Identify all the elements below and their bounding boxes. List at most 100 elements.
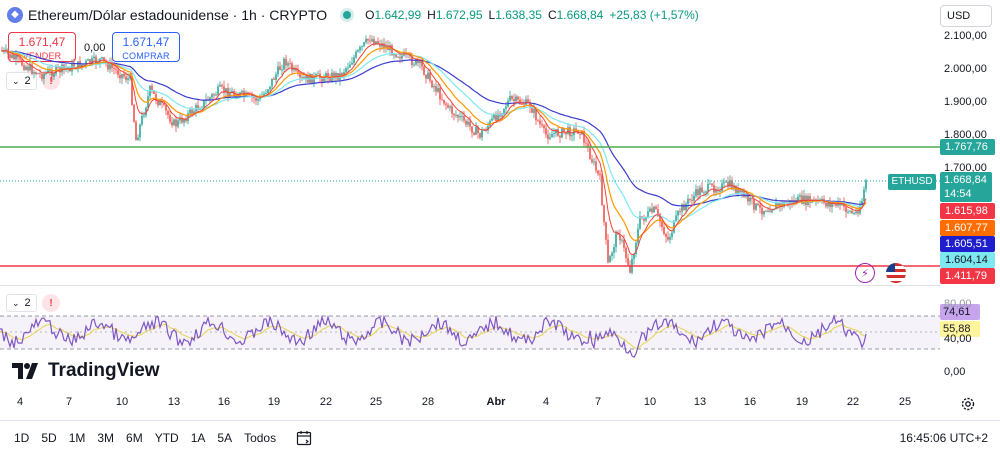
clock-timezone-button[interactable]: 16:45:06 UTC+2 — [899, 431, 988, 445]
currency-selector[interactable]: USD — [940, 5, 992, 27]
candle-body — [607, 239, 609, 263]
time-axis[interactable]: 4 7 10 13 16 19 22 25 28 Abr 4 7 10 13 1… — [0, 392, 940, 412]
main-pane-collapse-button[interactable]: ⌄ 2 — [6, 72, 37, 90]
range-1d-button[interactable]: 1D — [14, 431, 30, 445]
candle-body — [279, 66, 281, 71]
candle-body — [451, 106, 453, 114]
ohlc-low: L1.638,35 — [488, 8, 542, 22]
sell-price: 1.671,47 — [18, 35, 66, 49]
candle-body — [223, 86, 225, 93]
candle-body — [257, 99, 259, 101]
pane-separator[interactable] — [0, 285, 940, 286]
candle-body — [357, 50, 359, 52]
tradingview-logo[interactable]: TradingView — [12, 360, 160, 382]
candle-body — [485, 130, 487, 132]
candle-body — [415, 59, 417, 65]
candle-body — [191, 109, 193, 115]
candle-body — [793, 200, 795, 204]
candle-body — [449, 106, 451, 108]
candle-body — [345, 68, 347, 73]
range-all-button[interactable]: Todos — [244, 431, 277, 445]
candle-body — [571, 135, 573, 137]
candle-body — [179, 117, 181, 121]
candle-body — [599, 173, 601, 176]
candle-body — [111, 62, 113, 68]
candle-body — [101, 57, 103, 59]
candle-body — [209, 97, 211, 101]
symbol-title[interactable]: Ethereum/Dólar estadounidense · 1h · CRY… — [28, 7, 328, 23]
candle-body — [53, 73, 55, 77]
candle-body — [377, 41, 379, 44]
candle-body — [255, 98, 257, 101]
alert-icon[interactable]: ! — [42, 294, 60, 312]
candle-body — [297, 70, 299, 73]
candle-body — [15, 55, 17, 60]
candle-body — [151, 85, 153, 91]
candle-body — [293, 67, 295, 71]
candle-body — [721, 183, 723, 192]
candle-body — [829, 202, 831, 207]
sell-button[interactable]: 1.671,47 VENDER — [8, 32, 76, 62]
price-scale[interactable]: 2.100,00 2.000,00 1.900,00 1.800,00 1.70… — [940, 30, 1000, 390]
time-tick: Abr — [486, 396, 506, 408]
candle-body — [455, 115, 457, 116]
range-5d-button[interactable]: 5D — [41, 431, 57, 445]
candle-body — [443, 99, 445, 104]
range-ytd-button[interactable]: YTD — [154, 431, 179, 445]
candle-body — [165, 104, 167, 111]
range-1a-button[interactable]: 1A — [190, 431, 206, 445]
candle-body — [495, 113, 497, 121]
candle-body — [551, 134, 553, 138]
candle-body — [481, 130, 483, 138]
candle-body — [613, 247, 615, 253]
buy-button[interactable]: 1.671,47 COMPRAR — [112, 32, 180, 62]
candle-body — [49, 70, 51, 72]
candle-body — [27, 66, 29, 71]
time-tick: 19 — [795, 396, 809, 408]
candle-body — [269, 86, 271, 90]
price-chart-canvas[interactable] — [0, 30, 940, 390]
candle-body — [515, 96, 517, 102]
buy-price: 1.671,47 — [122, 35, 170, 49]
time-tick: 22 — [846, 396, 860, 408]
candle-body — [211, 94, 213, 98]
candle-body — [121, 74, 123, 79]
candle-body — [95, 56, 97, 64]
range-1m-button[interactable]: 1M — [68, 431, 86, 445]
candle-body — [821, 198, 823, 200]
candle-body — [161, 101, 163, 104]
price-tick: 1.900,00 — [944, 96, 987, 108]
tradingview-logo-icon — [12, 363, 38, 379]
candle-body — [675, 215, 677, 221]
gear-icon[interactable] — [960, 396, 976, 412]
candle-body — [517, 96, 519, 100]
calendar-icon[interactable] — [296, 430, 312, 446]
candle-body — [435, 86, 437, 92]
candle-body — [185, 118, 187, 122]
bolt-icon[interactable]: ⚡ — [855, 263, 875, 283]
candle-body — [529, 102, 531, 108]
candle-body — [865, 180, 867, 190]
rsi-pane-collapse-button[interactable]: ⌄ 2 — [6, 294, 37, 312]
range-5a-button[interactable]: 5A — [217, 431, 233, 445]
alert-icon[interactable]: ! — [42, 72, 60, 90]
candle-body — [565, 132, 567, 134]
candle-body — [861, 200, 863, 206]
time-tick: 16 — [743, 396, 757, 408]
candle-body — [433, 86, 435, 88]
candle-body — [547, 134, 549, 139]
candle-body — [401, 55, 403, 59]
rsi-tick: 80,00 — [944, 298, 972, 310]
range-6m-button[interactable]: 6M — [126, 431, 143, 445]
range-3m-button[interactable]: 3M — [97, 431, 115, 445]
us-flag-icon[interactable] — [886, 263, 906, 283]
candle-body — [351, 63, 353, 65]
ohlc-high: H1.672,95 — [427, 8, 483, 22]
candle-body — [11, 54, 13, 58]
candle-body — [771, 210, 773, 213]
candle-body — [259, 97, 261, 100]
candle-body — [125, 76, 127, 80]
candle-body — [519, 99, 521, 105]
ema-red-price-label: 1.615,98 — [940, 203, 995, 219]
